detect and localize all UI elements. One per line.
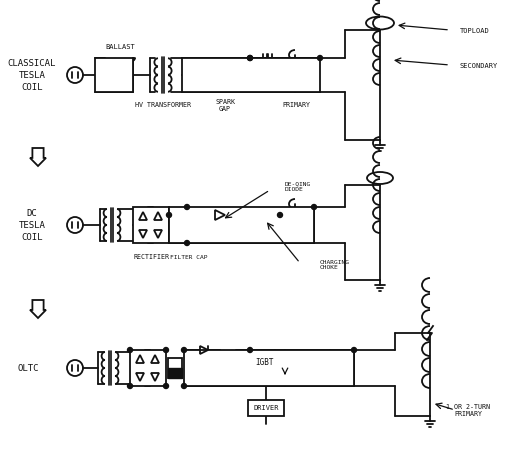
Circle shape — [182, 348, 187, 352]
Text: DC: DC — [27, 209, 37, 218]
Circle shape — [164, 384, 168, 388]
Text: TESLA: TESLA — [18, 70, 46, 79]
Text: TESLA: TESLA — [18, 220, 46, 229]
Text: CLASSICAL: CLASSICAL — [8, 59, 56, 68]
Text: RECTIFIER: RECTIFIER — [133, 254, 169, 260]
Bar — [95, 58, 133, 92]
Text: 1 OR 2-TURN
PRIMARY: 1 OR 2-TURN PRIMARY — [446, 403, 490, 417]
Circle shape — [278, 212, 283, 218]
Circle shape — [128, 384, 132, 388]
Circle shape — [167, 212, 171, 218]
Text: IGBT: IGBT — [256, 358, 274, 367]
Bar — [184, 350, 354, 386]
Circle shape — [247, 348, 252, 352]
Circle shape — [185, 240, 189, 245]
Text: COIL: COIL — [21, 82, 43, 91]
Circle shape — [164, 348, 168, 352]
Bar — [168, 368, 182, 378]
Text: PRIMARY: PRIMARY — [282, 102, 310, 108]
Circle shape — [182, 384, 187, 388]
Circle shape — [185, 204, 189, 210]
Text: FILTER CAP: FILTER CAP — [170, 254, 208, 260]
Bar — [169, 207, 314, 243]
Text: SPARK
GAP: SPARK GAP — [215, 98, 235, 112]
Bar — [130, 350, 166, 386]
Circle shape — [311, 204, 317, 210]
Text: HV TRANSFORMER: HV TRANSFORMER — [135, 102, 191, 108]
Circle shape — [247, 55, 252, 61]
Text: OLTC: OLTC — [17, 363, 39, 373]
Circle shape — [247, 55, 252, 61]
Circle shape — [351, 348, 357, 352]
Text: COIL: COIL — [21, 233, 43, 242]
Circle shape — [128, 348, 132, 352]
Text: CHARGING
CHOKE: CHARGING CHOKE — [320, 260, 350, 271]
Text: BALLAST: BALLAST — [105, 44, 135, 50]
Text: DE-QING
DIODE: DE-QING DIODE — [285, 182, 311, 193]
Bar — [168, 358, 182, 378]
Text: SECONDARY: SECONDARY — [460, 63, 498, 69]
Bar — [182, 58, 320, 92]
Bar — [133, 207, 169, 243]
Text: TOPLOAD: TOPLOAD — [460, 28, 490, 34]
Circle shape — [318, 55, 323, 61]
Bar — [248, 400, 284, 416]
Text: DRIVER: DRIVER — [253, 405, 279, 411]
